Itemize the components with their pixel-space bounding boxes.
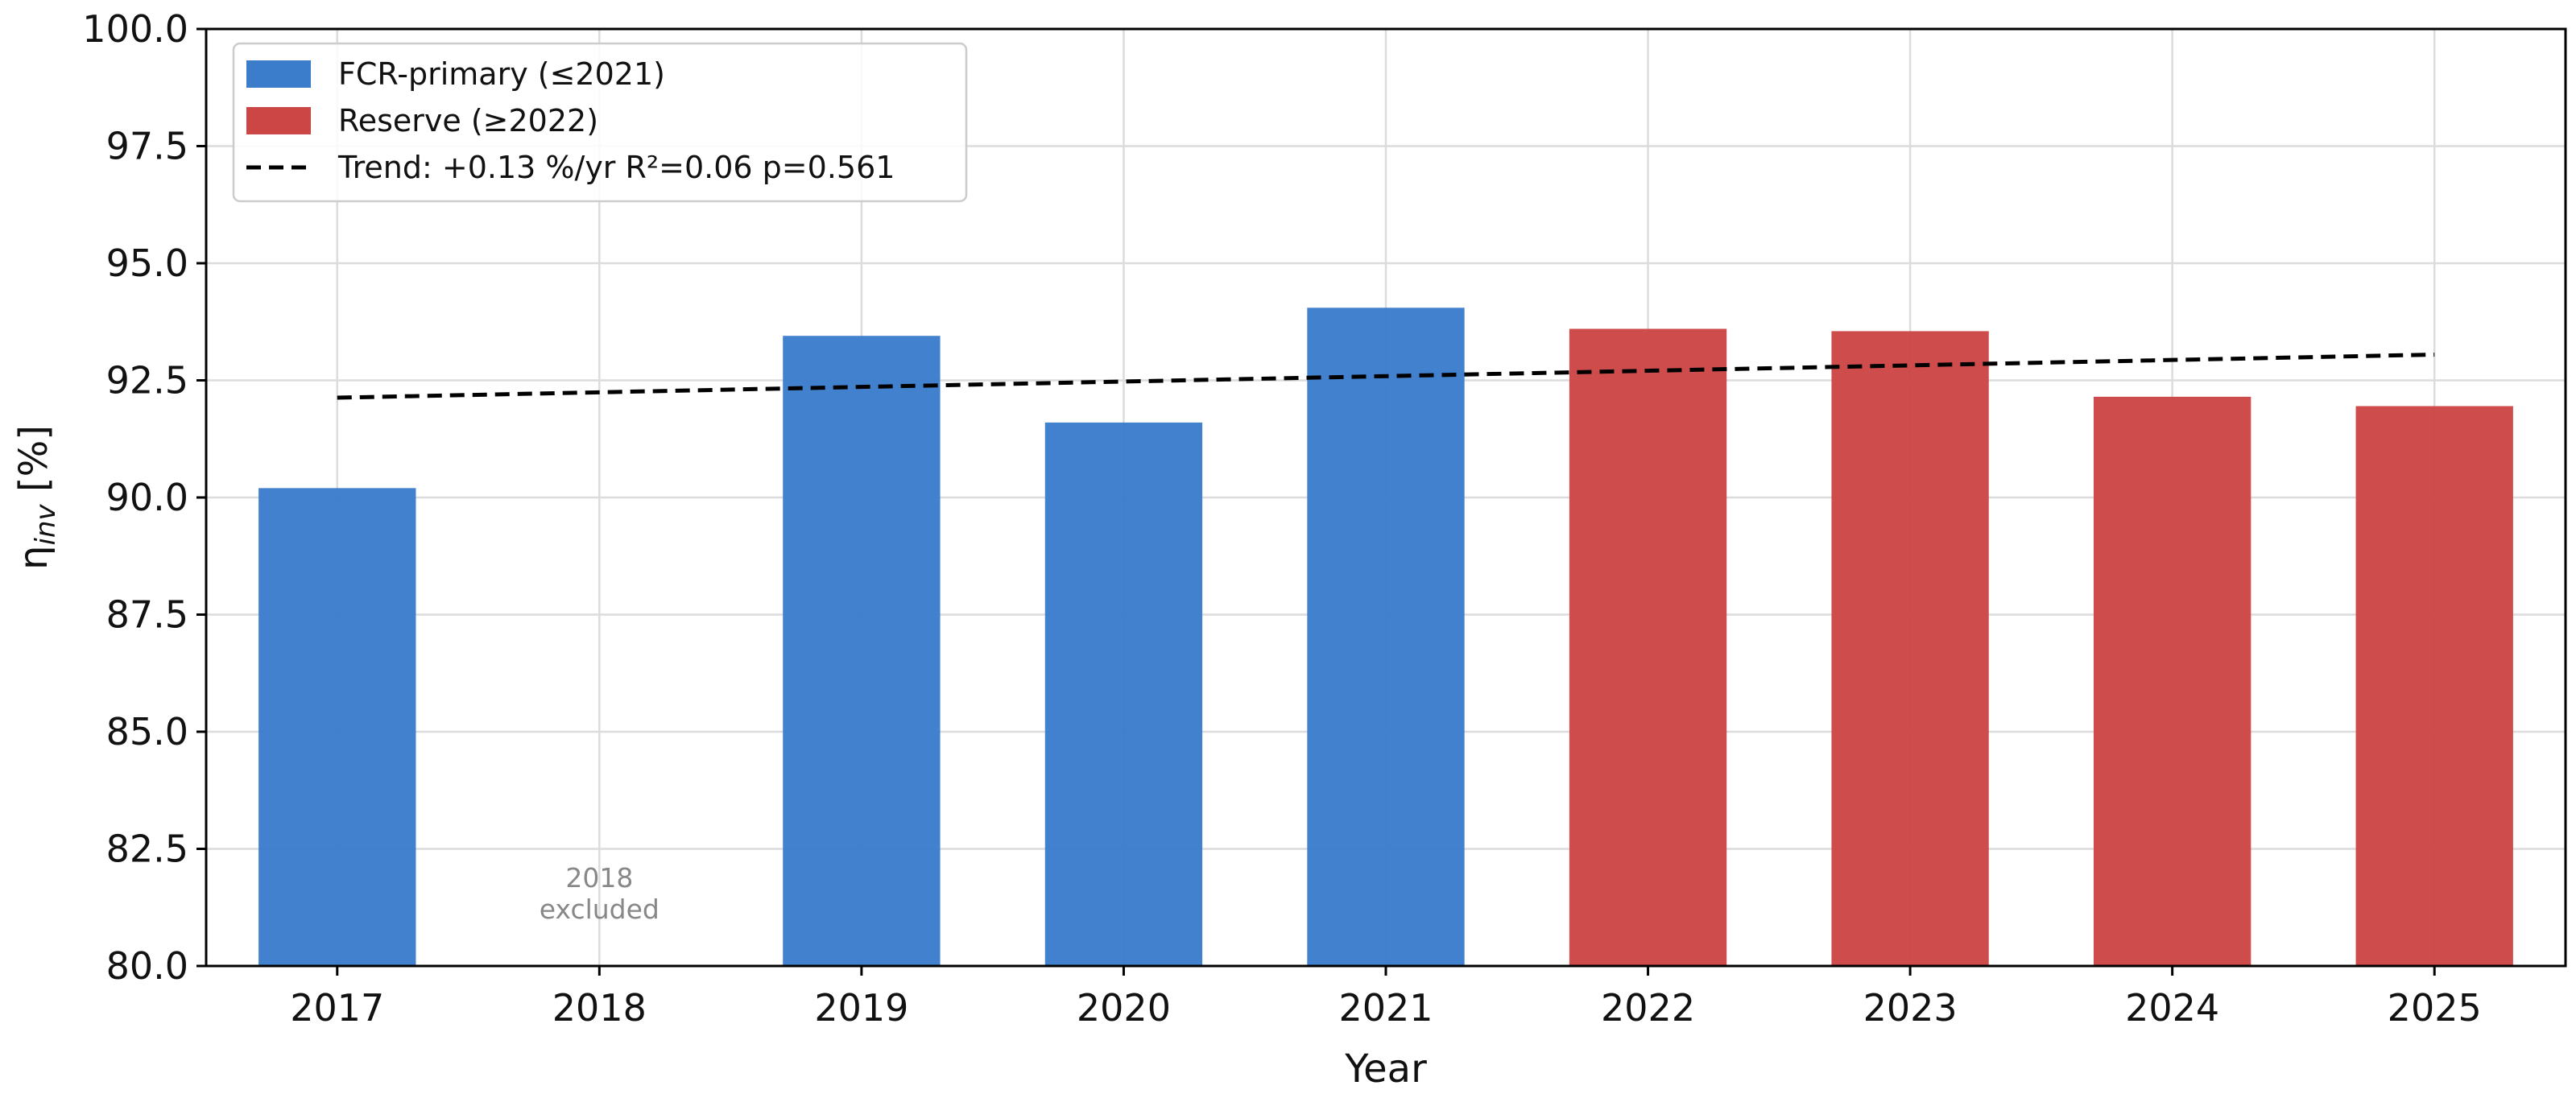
y-tick-label: 95.0 <box>106 241 188 285</box>
trend-line <box>337 352 2435 400</box>
bar-2019 <box>783 336 941 967</box>
y-tick-label: 97.5 <box>106 125 188 168</box>
x-tick-label: 2024 <box>2125 986 2219 1030</box>
x-tick-label: 2023 <box>1863 986 1958 1030</box>
bar-2024 <box>2094 396 2251 966</box>
x-tick-label: 2020 <box>1077 986 1171 1030</box>
y-tick-label: 90.0 <box>106 476 188 519</box>
legend: FCR-primary (≤2021) Reserve (≥2022) Tren… <box>232 42 968 203</box>
x-tick-label: 2021 <box>1338 986 1433 1030</box>
y-tick-label: 92.5 <box>106 359 188 402</box>
x-axis-title: Year <box>1344 1046 1427 1092</box>
y-axis-ticks: 80.0 82.5 85.0 87.5 90.0 92.5 95.0 97.5 100.0 <box>82 7 206 988</box>
x-tick-label: 2018 <box>552 986 647 1030</box>
x-tick-label: 2022 <box>1601 986 1695 1030</box>
bar-2021 <box>1307 308 1465 966</box>
legend-label-fcr-primary: FCR-primary (≤2021) <box>338 56 665 92</box>
excluded-annotation-text: excluded <box>540 894 660 925</box>
excluded-annotation-year: 2018 <box>565 862 633 894</box>
x-tick-label: 2019 <box>814 986 908 1030</box>
legend-swatch-fcr-primary <box>246 60 311 88</box>
y-axis-title-subscript: inv <box>30 504 62 546</box>
y-axis-title-unit: [%] <box>11 425 56 504</box>
bar-2017 <box>258 488 416 966</box>
x-tick-label: 2017 <box>290 986 384 1030</box>
legend-label-reserve: Reserve (≥2022) <box>338 103 598 138</box>
y-tick-label: 82.5 <box>106 828 188 871</box>
y-tick-label: 85.0 <box>106 710 188 753</box>
trend-line-group <box>337 352 2435 400</box>
bars <box>258 308 2513 967</box>
y-axis-title-symbol: η <box>11 546 56 570</box>
y-tick-label: 100.0 <box>82 7 188 51</box>
x-axis-ticks: 2017 2018 2019 2020 2021 2022 2023 2024 2025 <box>290 966 2482 1030</box>
bar-2022 <box>1569 328 1727 967</box>
bar-2020 <box>1044 422 1203 966</box>
bar-2025 <box>2355 406 2513 966</box>
x-tick-label: 2025 <box>2388 986 2482 1030</box>
y-axis-title: ηinv [%] <box>11 425 62 570</box>
legend-swatch-reserve <box>246 107 311 134</box>
y-tick-label: 80.0 <box>106 944 188 988</box>
legend-label-trend: Trend: +0.13 %/yr R²=0.06 p=0.561 <box>337 150 895 185</box>
bar-2023 <box>1831 331 1989 966</box>
y-tick-label: 87.5 <box>106 593 188 637</box>
legend-box <box>232 42 968 203</box>
